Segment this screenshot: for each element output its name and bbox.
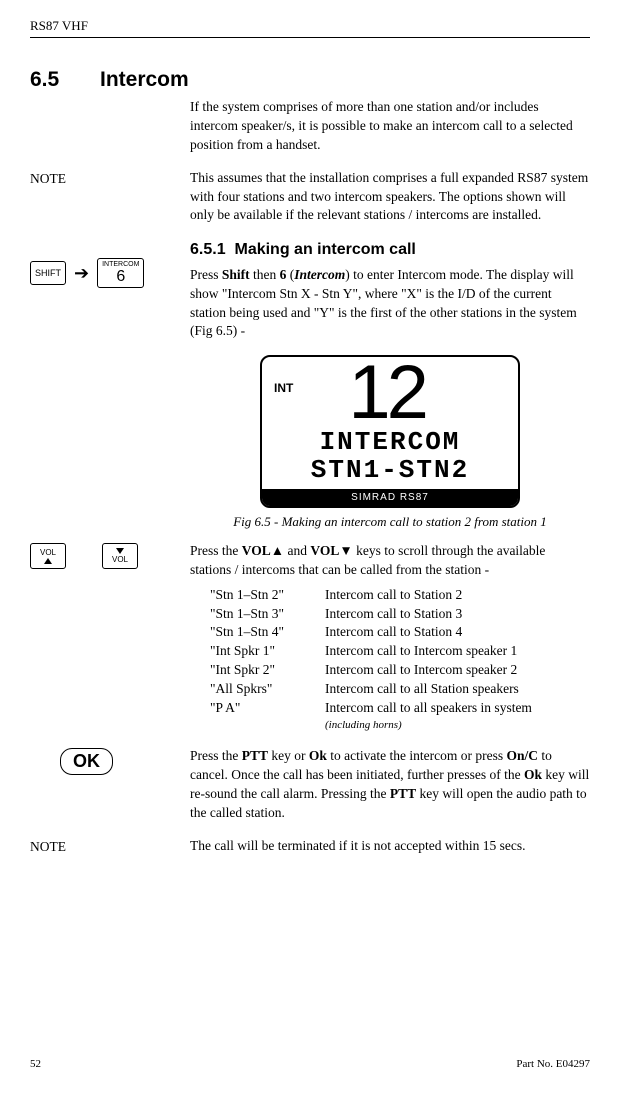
t: On/C [506, 748, 538, 763]
sub1-row: SHIFT ➔ INTERCOM 6 6.5.1 Making an inter… [30, 239, 590, 341]
station-key: "All Spkrs" [210, 680, 325, 699]
ok-key[interactable]: OK [60, 748, 113, 775]
station-key: "P A" [210, 699, 325, 718]
t: Ok [524, 767, 542, 782]
screen-int-label: INT [274, 381, 293, 395]
note2-label: NOTE [30, 839, 66, 854]
ok-para: Press the PTT key or Ok to activate the … [190, 747, 590, 823]
station-key: "Stn 1–Stn 3" [210, 605, 325, 624]
shift-intercom-keys: SHIFT ➔ INTERCOM 6 [30, 258, 190, 288]
header-rule [30, 37, 590, 38]
t: to activate the intercom or press [327, 748, 507, 763]
t: key or [268, 748, 309, 763]
page-number: 52 [30, 1058, 41, 1070]
t: PTT [390, 786, 416, 801]
station-key: "Int Spkr 1" [210, 642, 325, 661]
sub1-heading: 6.5.1 Making an intercom call [190, 239, 590, 261]
intro-text: If the system comprises of more than one… [190, 98, 590, 155]
station-key: "Int Spkr 2" [210, 661, 325, 680]
station-list: "Stn 1–Stn 2"Intercom call to Station 2 … [210, 586, 590, 718]
sub1-number: 6.5.1 [190, 241, 226, 258]
part-number: Part No. E04297 [516, 1058, 590, 1070]
screen-container: INT 12 INTERCOM STN1-STN2 SIMRAD RS87 [190, 355, 590, 508]
arrow-icon: ➔ [74, 263, 89, 284]
intercom-num: 6 [116, 269, 125, 285]
screen-footer: SIMRAD RS87 [262, 489, 518, 506]
t: Shift [222, 267, 250, 282]
station-val: Intercom call to Intercom speaker 2 [325, 661, 517, 680]
station-val: Intercom call to Intercom speaker 1 [325, 642, 517, 661]
fig-caption: Fig 6.5 - Making an intercom call to sta… [190, 514, 590, 530]
header-model: RS87 VHF [30, 18, 590, 34]
sub1-p1: Press Shift then 6 (Intercom) to enter I… [190, 266, 590, 342]
section-number: 6.5 [30, 68, 100, 92]
triangle-up-icon [44, 558, 52, 564]
note2-row: NOTE The call will be terminated if it i… [30, 837, 590, 856]
vol-label-up: VOL [40, 548, 56, 557]
note1-label: NOTE [30, 171, 66, 186]
t: Press the [190, 748, 242, 763]
t: VOL [310, 543, 339, 558]
station-val: Intercom call to Station 4 [325, 623, 462, 642]
vol-row: VOL VOL Press the VOL▲ and VOL▼ keys to … [30, 542, 590, 733]
station-key: "Stn 1–Stn 2" [210, 586, 325, 605]
device-screen: INT 12 INTERCOM STN1-STN2 SIMRAD RS87 [260, 355, 520, 508]
screen-line1: INTERCOM [270, 428, 510, 457]
t: Press the [190, 543, 242, 558]
vol-up-key[interactable]: VOL [30, 543, 66, 569]
note2-text: The call will be terminated if it is not… [190, 837, 590, 856]
t: VOL [242, 543, 271, 558]
vol-label-down: VOL [112, 555, 128, 564]
section-heading: 6.5Intercom [30, 68, 590, 92]
shift-key[interactable]: SHIFT [30, 261, 66, 285]
section-title: Intercom [100, 68, 189, 91]
station-val: Intercom call to Station 2 [325, 586, 462, 605]
station-key: "Stn 1–Stn 4" [210, 623, 325, 642]
t: then [250, 267, 280, 282]
station-val: Intercom call to all speakers in system [325, 699, 532, 718]
stations-note: (including horns) [325, 718, 590, 733]
page-footer: 52 Part No. E04297 [30, 1058, 590, 1070]
t: and [284, 543, 310, 558]
t: Ok [309, 748, 327, 763]
ok-row: OK Press the PTT key or Ok to activate t… [30, 747, 590, 823]
t: PTT [242, 748, 268, 763]
page-header: RS87 VHF [30, 18, 590, 38]
scroll-text: Press the VOL▲ and VOL▼ keys to scroll t… [190, 542, 590, 580]
screen-big-number: 12 [293, 359, 480, 427]
t: Press [190, 267, 222, 282]
triangle-down-icon [116, 548, 124, 554]
screen-line2: STN1-STN2 [270, 456, 510, 485]
t: ▲ [271, 543, 284, 558]
intercom-label: INTERCOM [102, 261, 139, 268]
vol-down-key[interactable]: VOL [102, 543, 138, 569]
note1-row: NOTE This assumes that the installation … [30, 169, 590, 226]
vol-keys: VOL VOL [30, 543, 190, 569]
sub1-title: Making an intercom call [234, 241, 415, 258]
note1-text: This assumes that the installation compr… [190, 169, 590, 226]
station-val: Intercom call to Station 3 [325, 605, 462, 624]
t: Intercom [294, 267, 345, 282]
station-val: Intercom call to all Station speakers [325, 680, 519, 699]
t: ▼ [339, 543, 352, 558]
intercom-6-key[interactable]: INTERCOM 6 [97, 258, 144, 288]
